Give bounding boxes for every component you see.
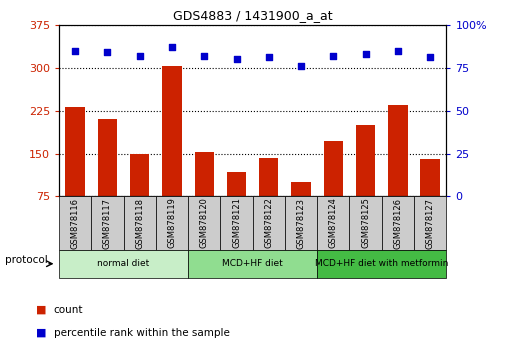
Text: GSM878126: GSM878126 [393, 198, 402, 249]
Bar [324, 141, 343, 239]
Bar [59, 250, 188, 278]
Bar [421, 159, 440, 239]
Text: MCD+HF diet: MCD+HF diet [222, 259, 283, 268]
Text: percentile rank within the sample: percentile rank within the sample [54, 328, 230, 338]
Text: GSM878127: GSM878127 [426, 198, 435, 249]
Title: GDS4883 / 1431900_a_at: GDS4883 / 1431900_a_at [173, 9, 332, 22]
Bar [227, 172, 246, 239]
Bar [188, 196, 221, 250]
Bar [97, 119, 117, 239]
Point [362, 51, 370, 57]
Text: count: count [54, 305, 84, 315]
Bar [188, 250, 317, 278]
Bar [356, 125, 376, 239]
Bar [317, 250, 446, 278]
Bar [382, 196, 414, 250]
Text: ■: ■ [36, 328, 46, 338]
Text: GSM878124: GSM878124 [329, 198, 338, 249]
Text: GSM878119: GSM878119 [167, 198, 176, 249]
Text: GSM878116: GSM878116 [71, 198, 80, 249]
Text: normal diet: normal diet [97, 259, 150, 268]
Point [200, 53, 208, 58]
Text: GSM878125: GSM878125 [361, 198, 370, 249]
Bar [252, 196, 285, 250]
Text: GSM878122: GSM878122 [264, 198, 273, 249]
Text: MCD+HF diet with metformin: MCD+HF diet with metformin [315, 259, 448, 268]
Text: GSM878120: GSM878120 [200, 198, 209, 249]
Text: GSM878117: GSM878117 [103, 198, 112, 249]
Bar [285, 196, 317, 250]
Point [426, 55, 435, 60]
Bar [130, 154, 149, 239]
Point [394, 48, 402, 53]
Text: GSM878121: GSM878121 [232, 198, 241, 249]
Point [329, 53, 338, 58]
Text: GSM878118: GSM878118 [135, 198, 144, 249]
Point [103, 50, 111, 55]
Bar [414, 196, 446, 250]
Point [168, 44, 176, 50]
Point [71, 48, 79, 53]
Point [232, 56, 241, 62]
Text: ■: ■ [36, 305, 46, 315]
Bar [221, 196, 252, 250]
Bar [349, 196, 382, 250]
Bar [194, 153, 214, 239]
Bar [156, 196, 188, 250]
Bar [162, 66, 182, 239]
Bar [388, 105, 407, 239]
Bar [59, 196, 91, 250]
Text: protocol: protocol [5, 255, 48, 265]
Point [265, 55, 273, 60]
Bar [66, 107, 85, 239]
Bar [124, 196, 156, 250]
Point [135, 53, 144, 58]
Bar [317, 196, 349, 250]
Text: GSM878123: GSM878123 [297, 198, 306, 249]
Bar [259, 158, 279, 239]
Bar [91, 196, 124, 250]
Bar [291, 182, 311, 239]
Point [297, 63, 305, 69]
